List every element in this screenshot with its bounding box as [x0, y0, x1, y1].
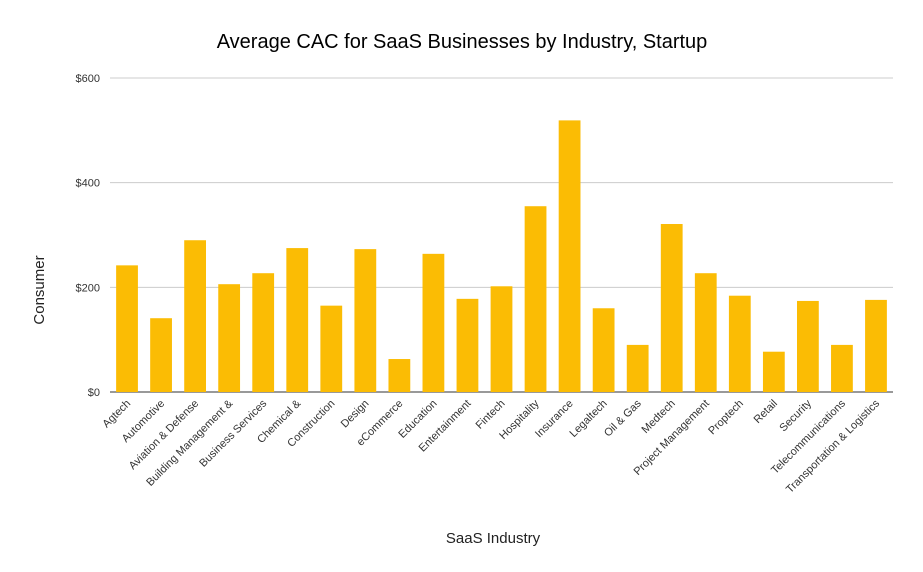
x-tick-label: Agtech [100, 398, 133, 431]
x-tick-label: Fintech [474, 398, 508, 432]
y-tick-label: $600 [76, 73, 100, 85]
bar-project-management [694, 273, 717, 392]
y-axis-ticks: $0 $200 $400 $600 [76, 73, 100, 399]
bar-transportation-logistics [865, 299, 887, 392]
bar-construction [320, 305, 343, 392]
bar-legaltech [592, 308, 615, 392]
bar-oil-gas [626, 344, 649, 392]
bar-fintech [490, 286, 513, 392]
y-tick-label: $200 [76, 282, 100, 294]
bar-building-management [218, 284, 241, 392]
bar-ecommerce [388, 359, 411, 392]
y-tick-label: $400 [76, 178, 100, 190]
x-tick-label: Oil & Gas [602, 397, 644, 439]
y-tick-label: $0 [88, 387, 100, 399]
bar-telecommunications [831, 344, 853, 392]
bar-aviation-defense [184, 240, 207, 392]
bar-automotive [150, 318, 172, 392]
bar-retail [762, 351, 785, 392]
x-tick-label: Proptech [706, 398, 746, 438]
bar-medtech [660, 224, 683, 392]
chart-title: Average CAC for SaaS Businesses by Indus… [217, 31, 708, 53]
bar-insurance [558, 120, 581, 392]
bar-proptech [728, 295, 751, 392]
bar-education [422, 253, 445, 392]
bar-design [354, 249, 377, 392]
bar-business-services [252, 273, 275, 392]
x-axis-title: SaaS Industry [446, 530, 541, 547]
bar-security [796, 300, 819, 392]
bars [116, 120, 887, 392]
x-tick-label: Retail [752, 398, 780, 426]
y-axis-title: Consumer [31, 255, 48, 324]
bar-hospitality [524, 206, 547, 392]
bar-agtech [116, 265, 138, 392]
bar-entertainment [456, 298, 479, 392]
x-tick-label: Design [339, 398, 372, 431]
bar-chemical [286, 248, 309, 392]
